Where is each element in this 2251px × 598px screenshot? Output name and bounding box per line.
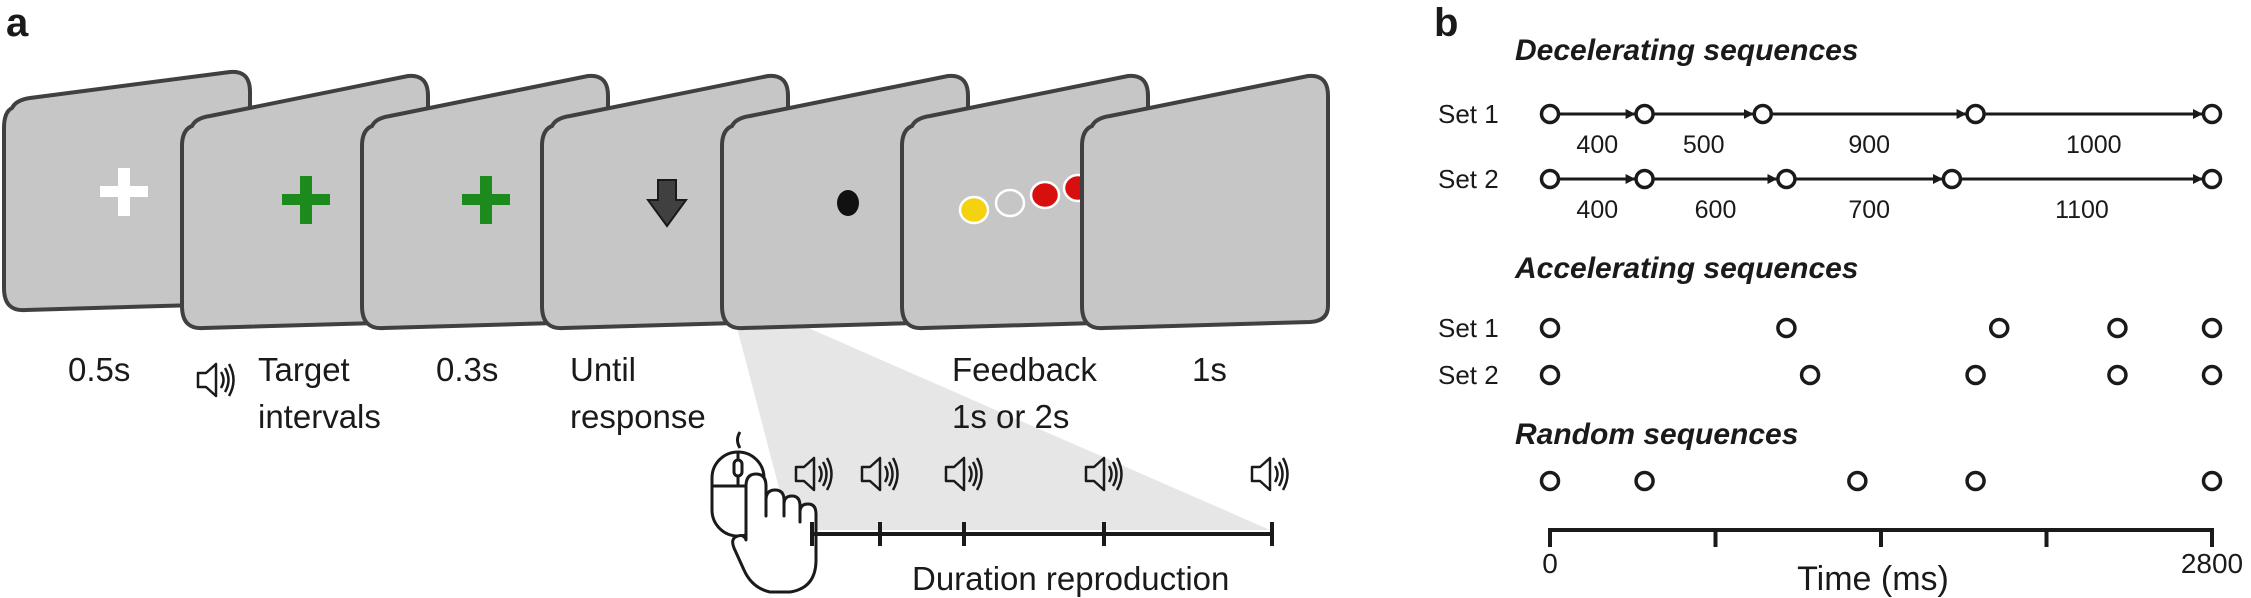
plus-green-icon <box>282 176 330 224</box>
onset-marker <box>2107 364 2128 386</box>
reproduction-label: Duration reproduction <box>912 560 1229 597</box>
set-label: Set 2 <box>1438 164 1499 194</box>
time-axis-label: Time (ms) <box>1797 560 1949 598</box>
onset-marker <box>2201 168 2223 190</box>
caption-feedback-line1: Feedback <box>952 351 1097 388</box>
onset-marker <box>1965 364 1986 386</box>
time-axis-min-label: 0 <box>1542 548 1558 579</box>
onset-marker <box>1539 470 1561 492</box>
caption-fixation: 0.5s <box>68 351 130 388</box>
interval-label: 500 <box>1683 131 1725 159</box>
time-axis: 0 2800 Time (ms) <box>1542 528 2243 598</box>
onset-marker <box>1752 103 1774 125</box>
interval-label: 1000 <box>2066 131 2122 159</box>
caption-target-line2: intervals <box>258 398 381 435</box>
caption-iti: 1s <box>1192 351 1227 388</box>
set-label: Set 2 <box>1438 360 1499 390</box>
onset-marker <box>1776 168 1797 190</box>
onset-marker <box>1539 317 1561 339</box>
onset-marker <box>1941 168 1963 190</box>
reproduction-timeline <box>810 522 1274 546</box>
onset-marker <box>1799 364 1821 386</box>
time-axis-max-label: 2800 <box>2181 548 2243 579</box>
sequence-group-heading: Decelerating sequences <box>1515 34 1859 67</box>
caption-response-line1: Until <box>570 351 636 388</box>
caption-target-line1: Target <box>258 351 350 388</box>
onset-marker <box>1539 364 1561 386</box>
feedback-dot-yellow <box>958 195 990 225</box>
onset-marker <box>1634 470 1655 492</box>
hand-icon <box>731 472 818 594</box>
sequence-group-heading: Random sequences <box>1515 418 1798 451</box>
plus-green-icon <box>462 176 510 224</box>
caption-cue: 0.3s <box>436 351 498 388</box>
speaker-icon <box>1250 456 1289 492</box>
onset-marker <box>1634 168 1655 190</box>
speaker-icon <box>196 362 235 398</box>
feedback-dot-red <box>1029 180 1061 210</box>
plus-white-icon <box>100 168 148 216</box>
onset-marker <box>2201 364 2223 386</box>
reproduction-dot <box>837 190 859 216</box>
onset-marker <box>1965 103 1986 125</box>
arrow-down-icon <box>646 179 688 228</box>
feedback-dot-grey <box>994 188 1026 218</box>
onset-marker <box>1988 317 2010 339</box>
onset-marker <box>1539 168 1561 190</box>
panel-b-sequences: Decelerating sequences Set 1 400 500 900 1000… <box>1438 34 2223 492</box>
set-label: Set 1 <box>1438 99 1499 129</box>
panel-a-letter: a <box>6 1 29 45</box>
interval-label: 1100 <box>2055 196 2109 224</box>
interval-label: 600 <box>1695 196 1737 224</box>
projection-wedge <box>735 320 1270 530</box>
onset-marker <box>1634 103 1655 125</box>
caption-feedback-line2: 1s or 2s <box>952 398 1069 435</box>
panel-b-letter: b <box>1434 1 1458 45</box>
interval-label: 700 <box>1848 196 1890 224</box>
caption-response-line2: response <box>570 398 706 435</box>
interval-label: 900 <box>1848 131 1890 159</box>
screen-iti <box>1080 73 1330 331</box>
onset-marker <box>1776 317 1797 339</box>
onset-marker <box>2201 470 2223 492</box>
onset-marker <box>2201 103 2223 125</box>
sequence-group-heading: Accelerating sequences <box>1514 252 1859 285</box>
set-label: Set 1 <box>1438 313 1499 343</box>
interval-label: 400 <box>1576 196 1618 224</box>
onset-marker <box>1965 470 1986 492</box>
interval-label: 400 <box>1576 131 1618 159</box>
onset-marker <box>2201 317 2223 339</box>
onset-marker <box>1539 103 1561 125</box>
onset-marker <box>1847 470 1868 492</box>
onset-marker <box>2107 317 2128 339</box>
